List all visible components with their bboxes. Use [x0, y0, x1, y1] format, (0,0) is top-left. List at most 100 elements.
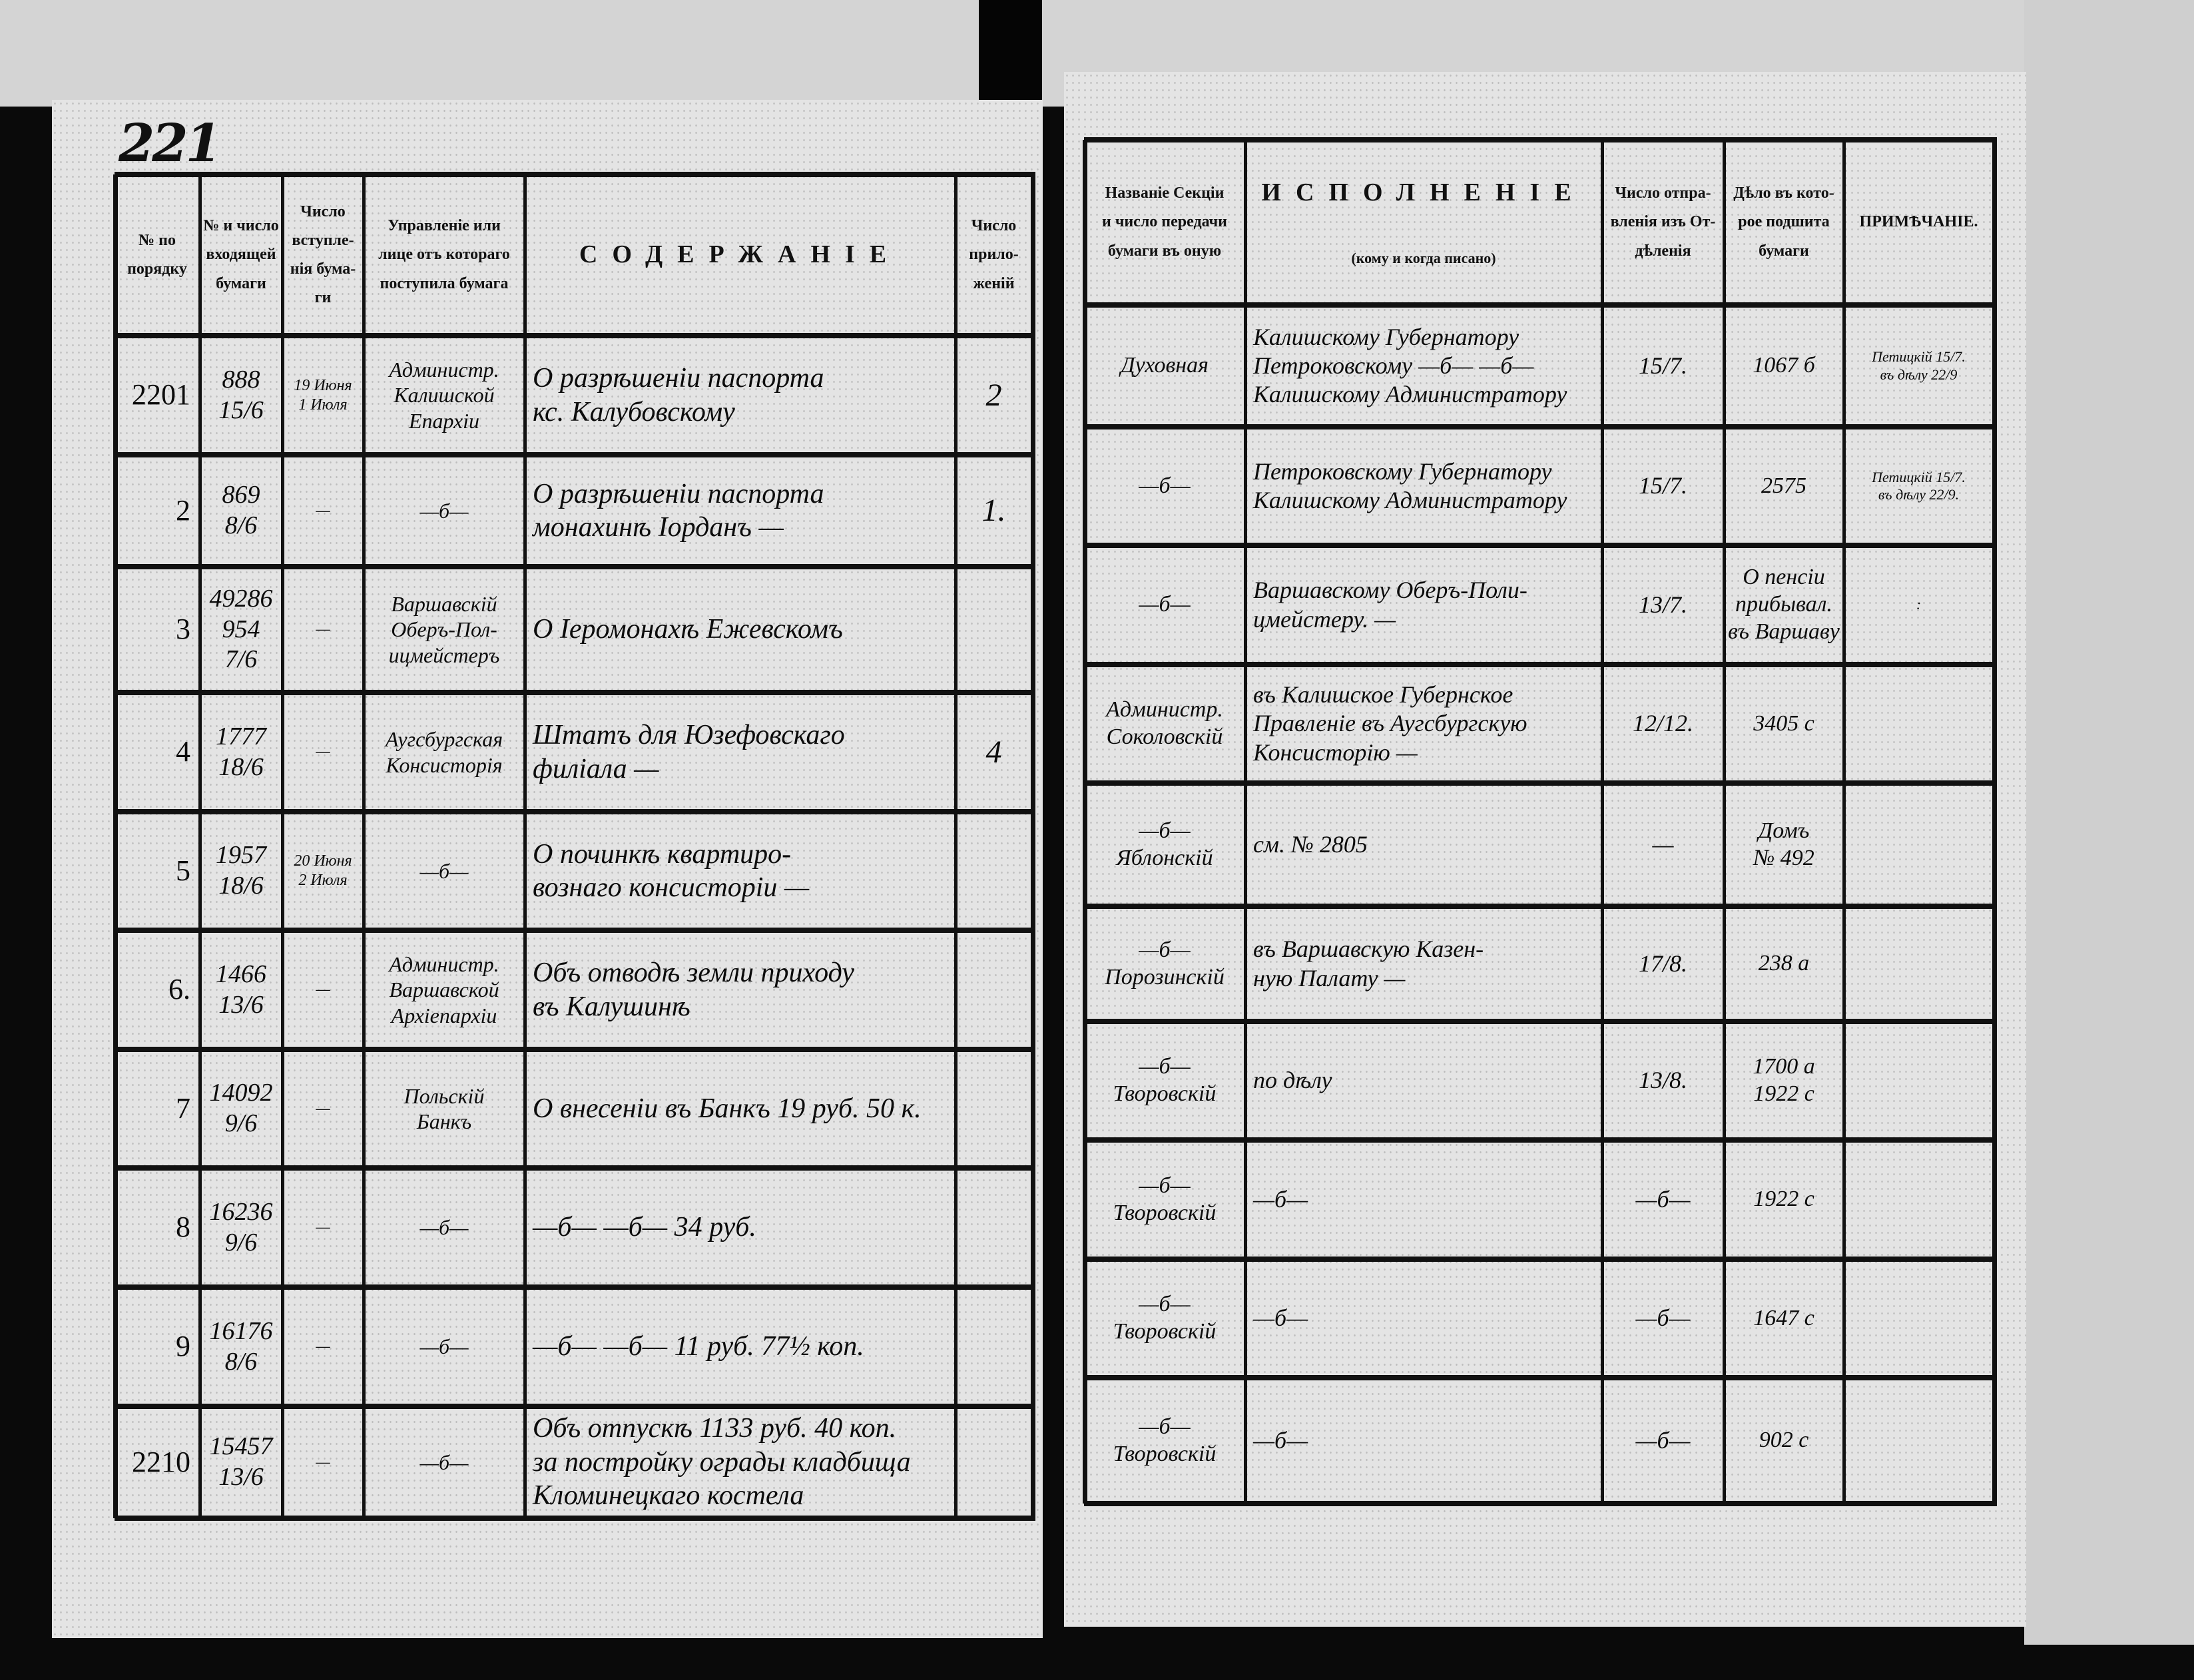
- cell-no: 2210: [132, 1445, 190, 1478]
- cell-from: Администр. Варшавской Архіепархіи: [389, 952, 499, 1027]
- cell-section: Духовная: [1121, 353, 1209, 378]
- cell-section: —б—: [1139, 592, 1191, 617]
- cell-content: Объ отпускѣ 1133 руб. 40 коп. за построй…: [533, 1413, 911, 1512]
- cell-attachments: [956, 814, 1032, 928]
- cell-sent: —: [1652, 830, 1674, 858]
- cell-sent: 15/7.: [1638, 472, 1687, 499]
- cell-arrival: —: [316, 1338, 330, 1356]
- cell-arrival: —: [316, 743, 330, 761]
- cell-note: :: [1916, 596, 1922, 613]
- cell-content: О внесеніи въ Банкъ 19 руб. 50 к.: [533, 1093, 922, 1124]
- row-divider: [115, 1404, 1035, 1409]
- row-divider: [115, 564, 1035, 569]
- cell-from: Польскій Банкъ: [404, 1083, 485, 1133]
- cell-case: 2575: [1761, 473, 1806, 498]
- cell-arrival: 19 Июня 1 Июля: [294, 376, 352, 414]
- column-divider: [1031, 174, 1035, 1518]
- cell-content: О разрѣшеніи паспорта монахинѣ Іорданъ —: [533, 478, 824, 543]
- scanner-bed-right: [2024, 0, 2194, 1645]
- cell-incoming: 1777 18/6: [216, 722, 266, 781]
- row-divider: [1084, 1501, 1997, 1506]
- row-divider: [1084, 904, 1997, 909]
- row-divider: [115, 333, 1035, 338]
- cell-attachments: [956, 1290, 1032, 1404]
- row-divider: [1084, 780, 1997, 786]
- column-header: Управленіе или лице отъ котораго поступи…: [378, 217, 510, 292]
- row-divider: [1084, 1019, 1997, 1024]
- column-divider: [1723, 140, 1726, 1504]
- column-header: Число отпра- вленія изъ От- дѣленія: [1610, 184, 1716, 260]
- cell-from: Аугсбургская Консисторія: [385, 727, 503, 777]
- cell-content: —б— —б— 34 руб.: [533, 1212, 756, 1243]
- cell-from: —б—: [419, 498, 469, 523]
- cell-incoming: 15457 13/6: [209, 1432, 273, 1491]
- cell-case: 1067 б: [1753, 353, 1815, 378]
- cell-no: 9: [176, 1330, 190, 1363]
- row-divider: [115, 1284, 1035, 1290]
- cell-incoming: 16176 8/6: [209, 1316, 273, 1376]
- column-divider: [113, 174, 118, 1518]
- cell-sent: 15/7.: [1638, 352, 1687, 379]
- row-divider: [1084, 424, 1997, 429]
- cell-case: О пенсіи прибывал. въ Варшаву: [1728, 565, 1840, 644]
- row-divider: [115, 1165, 1035, 1171]
- cell-from: —б—: [419, 858, 469, 883]
- row-divider: [1084, 543, 1997, 548]
- column-divider: [1842, 140, 1846, 1504]
- cell-incoming: 1957 18/6: [216, 841, 266, 900]
- cell-arrival: —: [316, 981, 330, 999]
- cell-note: [1844, 1380, 1994, 1501]
- cell-from: —б—: [419, 1215, 469, 1240]
- row-divider: [1084, 137, 1997, 142]
- cell-section: —б— Творовскій: [1113, 1292, 1217, 1344]
- page-number: 221: [119, 113, 222, 174]
- cell-section: —б— Творовскій: [1113, 1054, 1217, 1106]
- row-divider: [115, 1047, 1035, 1052]
- row-divider: [1084, 1257, 1997, 1262]
- cell-content: Объ отводѣ земли приходу въ Калушинѣ: [533, 958, 854, 1022]
- column-header: Число вступле- нія бума- ги: [290, 202, 356, 307]
- cell-note: Петицкій 15/7. въ дѣлу 22/9: [1872, 348, 1966, 383]
- cell-attachments: [956, 933, 1032, 1047]
- cell-incoming: 14092 9/6: [209, 1079, 273, 1137]
- cell-no: 3: [176, 613, 190, 646]
- book-spine: [979, 0, 1042, 113]
- cell-note: [1844, 1024, 1994, 1137]
- cell-arrival: —: [316, 1219, 330, 1237]
- cell-execution: см. № 2805: [1253, 830, 1368, 858]
- row-divider: [115, 452, 1035, 457]
- row-divider: [1084, 662, 1997, 667]
- left-page: 221 № по порядку № и число входящей бумаг…: [52, 100, 1043, 1638]
- cell-no: 8: [176, 1211, 190, 1244]
- row-divider: [115, 928, 1035, 933]
- cell-from: Администр. Калишской Епархіи: [389, 357, 499, 433]
- column-header: № по порядку: [127, 231, 187, 278]
- cell-content: —б— —б— 11 руб. 77½ коп.: [533, 1331, 864, 1362]
- column-divider: [1244, 140, 1247, 1504]
- cell-no: 7: [176, 1091, 190, 1125]
- cell-arrival: —: [316, 501, 330, 519]
- cell-case: 1647 с: [1753, 1305, 1814, 1330]
- column-header: СОДЕРЖАНІЕ: [525, 174, 956, 336]
- cell-incoming: 869 8/6: [222, 481, 260, 539]
- cell-incoming: 49286 954 7/6: [209, 585, 273, 674]
- cell-case: 238 а: [1758, 951, 1810, 976]
- row-divider: [115, 690, 1035, 695]
- cell-no: 2201: [132, 378, 190, 412]
- cell-attachments: [956, 1052, 1032, 1165]
- cell-from: —б—: [419, 1450, 469, 1474]
- cell-section: —б— Творовскій: [1113, 1173, 1217, 1225]
- row-divider: [115, 1516, 1035, 1521]
- header-title: СОДЕРЖАНІЕ: [579, 240, 902, 269]
- cell-sent: 13/8.: [1638, 1067, 1687, 1094]
- cell-sent: —б—: [1635, 1304, 1691, 1332]
- cell-attachments: [956, 1409, 1032, 1516]
- cell-incoming: 1466 13/6: [216, 960, 266, 1019]
- column-divider: [1083, 140, 1087, 1504]
- cell-execution: по дѣлу: [1253, 1067, 1332, 1094]
- cell-note: [1844, 667, 1994, 780]
- cell-note: [1844, 1143, 1994, 1257]
- cell-section: —б—: [1139, 473, 1191, 498]
- column-header: ИСПОЛНЕНІЕ (кому и когда писано): [1245, 140, 1602, 305]
- column-header: № и число входящей бумаги: [203, 217, 279, 292]
